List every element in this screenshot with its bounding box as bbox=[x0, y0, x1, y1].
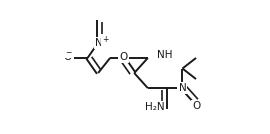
Text: −: − bbox=[65, 48, 72, 57]
Text: O: O bbox=[120, 52, 128, 62]
Text: N: N bbox=[95, 38, 103, 48]
Text: NH: NH bbox=[157, 50, 172, 60]
Text: O: O bbox=[63, 52, 72, 62]
Text: +: + bbox=[103, 35, 109, 44]
Text: O: O bbox=[192, 101, 200, 111]
Text: N: N bbox=[178, 83, 186, 93]
Text: H₂N: H₂N bbox=[145, 102, 164, 112]
